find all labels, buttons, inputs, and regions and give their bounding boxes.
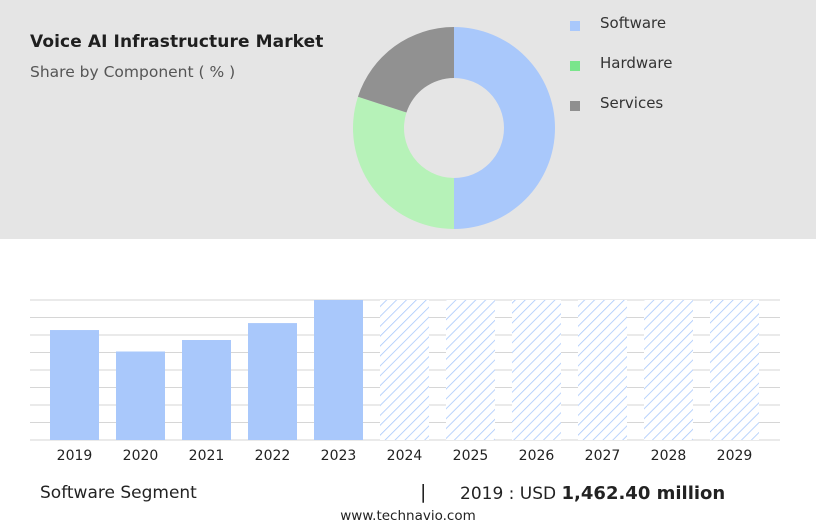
legend-swatch-hardware: [570, 61, 580, 71]
x-tick-label: 2026: [519, 448, 555, 464]
chart-title: Voice AI Infrastructure Market: [30, 32, 324, 52]
bar-chart: 2019 2020 2021 2022 2023 2024 2025 2026 2027 2028…: [30, 299, 780, 464]
bar-2019: [50, 330, 99, 440]
x-tick-label: 2023: [321, 448, 357, 464]
footer-stat: 2019 : USD 1,462.40 million: [460, 483, 725, 504]
legend-label-software: Software: [600, 14, 667, 32]
x-tick-label: 2024: [387, 448, 423, 464]
legend-swatch-software: [570, 21, 580, 31]
bar-2023: [314, 300, 363, 440]
legend-label-services: Services: [600, 94, 664, 112]
footer-url: www.technavio.com: [340, 508, 476, 524]
bar-2020: [116, 351, 165, 440]
x-tick-label: 2021: [189, 448, 225, 464]
x-tick-label: 2022: [255, 448, 291, 464]
x-tick-label: 2020: [123, 448, 159, 464]
donut-slice-services: [357, 27, 454, 113]
donut-slice-hardware: [353, 96, 454, 230]
footer-stat-prefix: 2019 : USD: [460, 484, 562, 504]
footer-segment-label: Software Segment: [40, 483, 197, 503]
x-tick-label: 2025: [453, 448, 489, 464]
legend-label-hardware: Hardware: [600, 54, 673, 72]
chart-subtitle: Share by Component ( % ): [30, 63, 236, 81]
bar-2024: [380, 300, 429, 440]
bar-2025: [446, 300, 495, 440]
bar-2021: [182, 340, 231, 440]
legend-swatch-services: [570, 101, 580, 111]
footer-stat-value: 1,462.40 million: [561, 483, 726, 504]
bar-2027: [578, 300, 627, 440]
x-tick-label: 2029: [717, 448, 753, 464]
x-tick-label: 2028: [651, 448, 687, 464]
donut-slice-software: [454, 27, 555, 229]
bar-2022: [248, 323, 297, 440]
x-tick-label: 2027: [585, 448, 621, 464]
bar-2026: [512, 300, 561, 440]
bar-2029: [710, 300, 759, 440]
donut-chart: [353, 27, 555, 230]
bar-2028: [644, 300, 693, 440]
footer-separator: |: [420, 481, 427, 503]
x-tick-label: 2019: [57, 448, 93, 464]
